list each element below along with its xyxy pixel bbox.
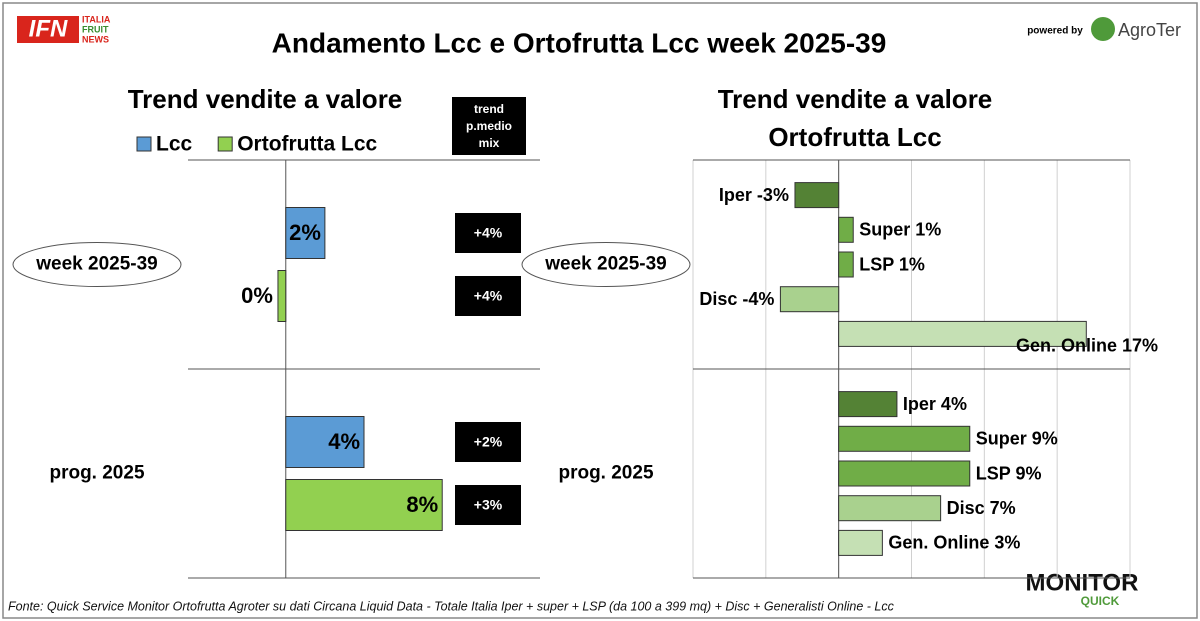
legend-label: Ortofrutta Lcc <box>237 133 377 156</box>
powered-by: powered by <box>1027 26 1083 37</box>
bar <box>838 529 883 556</box>
value-label: 0% <box>241 283 273 308</box>
bar <box>838 460 971 487</box>
value-label: LSP 9% <box>976 463 1042 483</box>
value-label: Gen. Online 3% <box>888 533 1020 553</box>
category-label: prog. 2025 <box>558 463 653 484</box>
bar <box>838 251 854 278</box>
chart-title: Trend vendite a valore <box>128 84 403 114</box>
monitor-logo: MONITOR <box>1026 569 1139 596</box>
value-label: 2% <box>289 220 321 245</box>
value-label: 4% <box>328 429 360 454</box>
category-ellipse <box>521 242 691 287</box>
ifn-logo: IFN <box>29 15 68 42</box>
agroter-logo: AgroTer <box>1118 20 1181 40</box>
category-label: week 2025-39 <box>35 254 158 275</box>
mix-label: +4% <box>474 225 503 241</box>
mix-header: p.medio <box>466 119 512 133</box>
category-label: week 2025-39 <box>544 254 667 275</box>
agroter-icon <box>1091 17 1115 41</box>
mix-header: mix <box>479 136 500 150</box>
bar <box>838 425 971 452</box>
mix-box <box>455 485 521 525</box>
mix-label: +2% <box>474 434 503 450</box>
bar <box>285 479 443 531</box>
category-ellipse <box>12 242 182 287</box>
mix-box <box>455 213 521 253</box>
mix-box <box>455 422 521 462</box>
value-label: Disc -4% <box>699 289 774 309</box>
value-label: Iper 4% <box>903 394 967 414</box>
bar <box>285 207 326 259</box>
mix-box <box>455 276 521 316</box>
bar <box>277 270 287 322</box>
chart-title: Trend vendite a valore <box>718 84 993 114</box>
mix-header: trend <box>474 102 504 116</box>
value-label: LSP 1% <box>859 254 925 274</box>
category-label: prog. 2025 <box>49 463 144 484</box>
bar <box>779 286 840 313</box>
legend-swatch <box>217 136 233 152</box>
source: Fonte: Quick Service Monitor Ortofrutta … <box>8 599 895 613</box>
value-label: 8% <box>406 492 438 517</box>
value-label: Iper -3% <box>719 185 789 205</box>
ifn-sub: FRUIT <box>82 24 109 34</box>
value-label: Disc 7% <box>947 498 1016 518</box>
mix-label: +3% <box>474 497 503 513</box>
bar <box>285 416 365 468</box>
page-title: Andamento Lcc e Ortofrutta Lcc week 2025… <box>272 27 887 58</box>
ifn-sub: ITALIA <box>82 14 111 24</box>
quick-logo: QUICK <box>1081 594 1120 608</box>
value-label: Gen. Online 17% <box>1016 336 1158 356</box>
bar <box>838 216 854 243</box>
legend-swatch <box>136 136 152 152</box>
legend-label: Lcc <box>156 133 193 156</box>
ifn-sub: NEWS <box>82 34 109 44</box>
chart-subtitle: Ortofrutta Lcc <box>768 122 941 152</box>
value-label: Super 9% <box>976 429 1058 449</box>
bar <box>838 495 942 522</box>
bar <box>838 320 1087 347</box>
bar <box>838 391 898 418</box>
ifn-logo-box <box>17 16 79 43</box>
value-label: Super 1% <box>859 220 941 240</box>
mix-header-box <box>452 97 526 155</box>
mix-label: +4% <box>474 288 503 304</box>
bar <box>794 182 840 209</box>
